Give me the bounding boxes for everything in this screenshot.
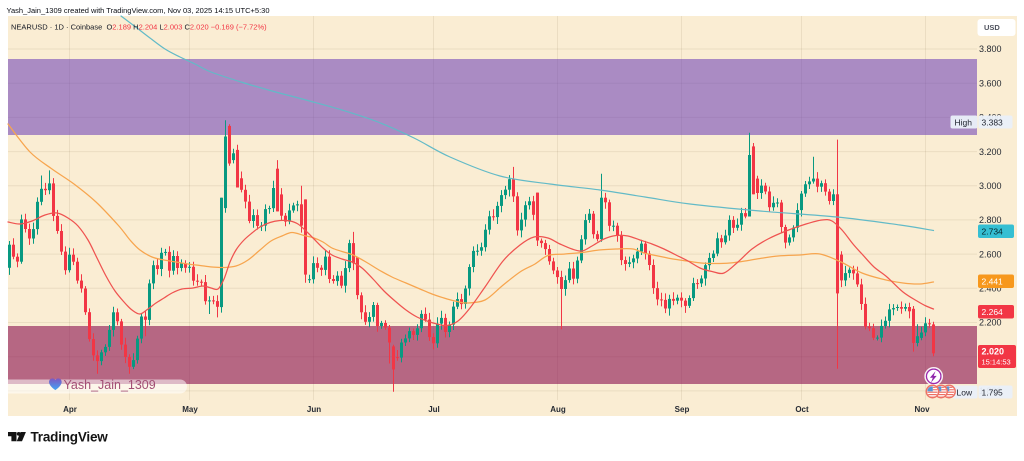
svg-text:2.600: 2.600 bbox=[979, 249, 1002, 259]
svg-text:2.020: 2.020 bbox=[982, 347, 1005, 357]
svg-text:Oct: Oct bbox=[795, 405, 809, 414]
svg-text:2.734: 2.734 bbox=[982, 227, 1004, 237]
svg-text:3.383: 3.383 bbox=[982, 117, 1004, 127]
svg-text:High: High bbox=[955, 117, 973, 127]
svg-text:TradingView: TradingView bbox=[31, 430, 109, 445]
svg-text:15:14:53: 15:14:53 bbox=[982, 358, 1011, 367]
svg-text:Yash_Jain_1309 created with Tr: Yash_Jain_1309 created with TradingView.… bbox=[7, 6, 270, 15]
svg-text:3.800: 3.800 bbox=[979, 44, 1002, 54]
svg-text:Sep: Sep bbox=[675, 405, 690, 414]
svg-text:2.800: 2.800 bbox=[979, 215, 1002, 225]
svg-text:2.200: 2.200 bbox=[979, 318, 1002, 328]
svg-text:Apr: Apr bbox=[63, 405, 77, 414]
svg-text:2.400: 2.400 bbox=[979, 284, 1002, 294]
svg-text:3.600: 3.600 bbox=[979, 78, 1002, 88]
svg-text:NEARUSD · 1D · Coinbase O2.18: NEARUSD · 1D · Coinbase O2.189 H2.204 L2… bbox=[11, 23, 267, 32]
svg-text:Jul: Jul bbox=[428, 405, 440, 414]
svg-text:Yash_Jain_1309: Yash_Jain_1309 bbox=[64, 378, 156, 392]
svg-text:2.264: 2.264 bbox=[982, 307, 1004, 317]
svg-text:3.200: 3.200 bbox=[979, 147, 1002, 157]
svg-text:Jun: Jun bbox=[307, 405, 321, 414]
svg-text:3.000: 3.000 bbox=[979, 181, 1002, 191]
svg-text:USD: USD bbox=[984, 23, 1000, 32]
svg-text:May: May bbox=[182, 405, 198, 414]
svg-text:Nov: Nov bbox=[914, 405, 930, 414]
svg-text:Aug: Aug bbox=[550, 405, 566, 414]
svg-text:Low: Low bbox=[957, 387, 973, 397]
svg-text:1.795: 1.795 bbox=[982, 387, 1004, 397]
svg-text:2.441: 2.441 bbox=[982, 277, 1004, 287]
